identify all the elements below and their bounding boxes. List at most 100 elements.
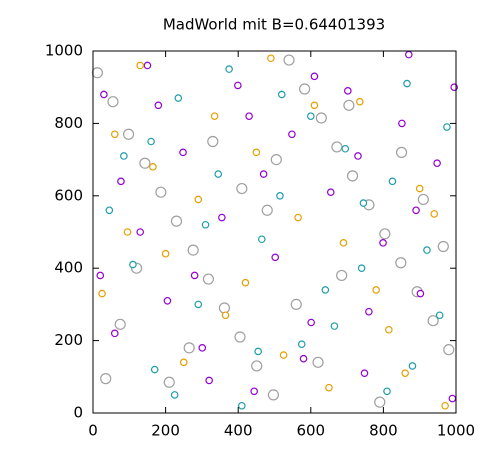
point [344, 87, 352, 95]
point [379, 228, 391, 240]
point [270, 154, 282, 166]
y-tick-label: 800 [54, 114, 83, 132]
point [336, 269, 348, 282]
point [279, 351, 288, 359]
point [98, 289, 106, 298]
point [136, 228, 144, 236]
point [294, 213, 302, 222]
point [403, 79, 411, 88]
point [423, 246, 431, 254]
point [435, 311, 444, 320]
point [96, 271, 105, 280]
chart-title: MadWorld mit B=0.64401393 [163, 16, 385, 34]
y-tick-label: 0 [73, 404, 83, 422]
point [401, 369, 409, 377]
point [343, 99, 355, 111]
point [179, 148, 187, 157]
point [163, 376, 175, 388]
point [427, 315, 439, 327]
point [117, 177, 125, 186]
point [356, 97, 364, 106]
point [201, 220, 210, 229]
point [205, 376, 213, 385]
point [267, 389, 280, 401]
point [218, 213, 226, 222]
point [136, 61, 144, 70]
point [372, 286, 380, 294]
point [360, 369, 369, 377]
point [417, 193, 429, 206]
point [283, 54, 295, 66]
x-tick-label: 800 [369, 422, 398, 440]
point [346, 170, 359, 182]
point [110, 130, 119, 139]
point [245, 112, 253, 120]
point [105, 206, 114, 215]
point [251, 360, 263, 372]
point [433, 159, 441, 168]
point [252, 148, 261, 157]
point [225, 65, 233, 73]
point [120, 152, 128, 160]
point [234, 331, 246, 343]
plot-frame [92, 50, 457, 414]
point [448, 394, 457, 403]
point [326, 188, 335, 196]
point [441, 401, 449, 410]
point [114, 318, 126, 330]
point [379, 239, 387, 247]
point [257, 235, 266, 244]
point [312, 356, 324, 368]
y-tick-label: 600 [54, 186, 83, 204]
point [290, 298, 302, 310]
point [123, 228, 132, 236]
point [110, 329, 119, 338]
point [210, 112, 219, 120]
point [325, 383, 333, 392]
point [374, 396, 386, 408]
point [107, 96, 119, 108]
point [395, 257, 407, 269]
x-tick-label: 0 [88, 422, 98, 440]
point [330, 322, 339, 330]
point [339, 239, 348, 247]
point [299, 354, 308, 363]
point [271, 253, 280, 262]
point [261, 204, 273, 216]
point [147, 137, 155, 146]
point [236, 182, 248, 195]
point [91, 67, 103, 79]
point [408, 362, 417, 370]
point [194, 195, 203, 204]
point [321, 286, 330, 294]
point [150, 365, 159, 374]
point [259, 170, 268, 178]
point [307, 318, 315, 327]
point [388, 177, 397, 186]
point [149, 163, 157, 171]
point [405, 50, 413, 59]
x-tick-label: 600 [296, 422, 325, 440]
point [100, 373, 112, 385]
point [214, 170, 223, 178]
point [357, 264, 366, 273]
point [443, 344, 455, 356]
point [238, 401, 246, 410]
x-tick-label: 1000 [437, 422, 475, 440]
point [306, 112, 315, 120]
point [415, 184, 424, 193]
point [170, 215, 183, 227]
point [288, 130, 296, 139]
point [398, 119, 406, 128]
point [122, 128, 135, 140]
point [207, 135, 219, 148]
point [310, 101, 319, 110]
point [161, 249, 170, 258]
point [395, 146, 408, 158]
point [443, 123, 451, 131]
point [183, 342, 195, 354]
point [187, 244, 199, 256]
point [277, 90, 286, 99]
